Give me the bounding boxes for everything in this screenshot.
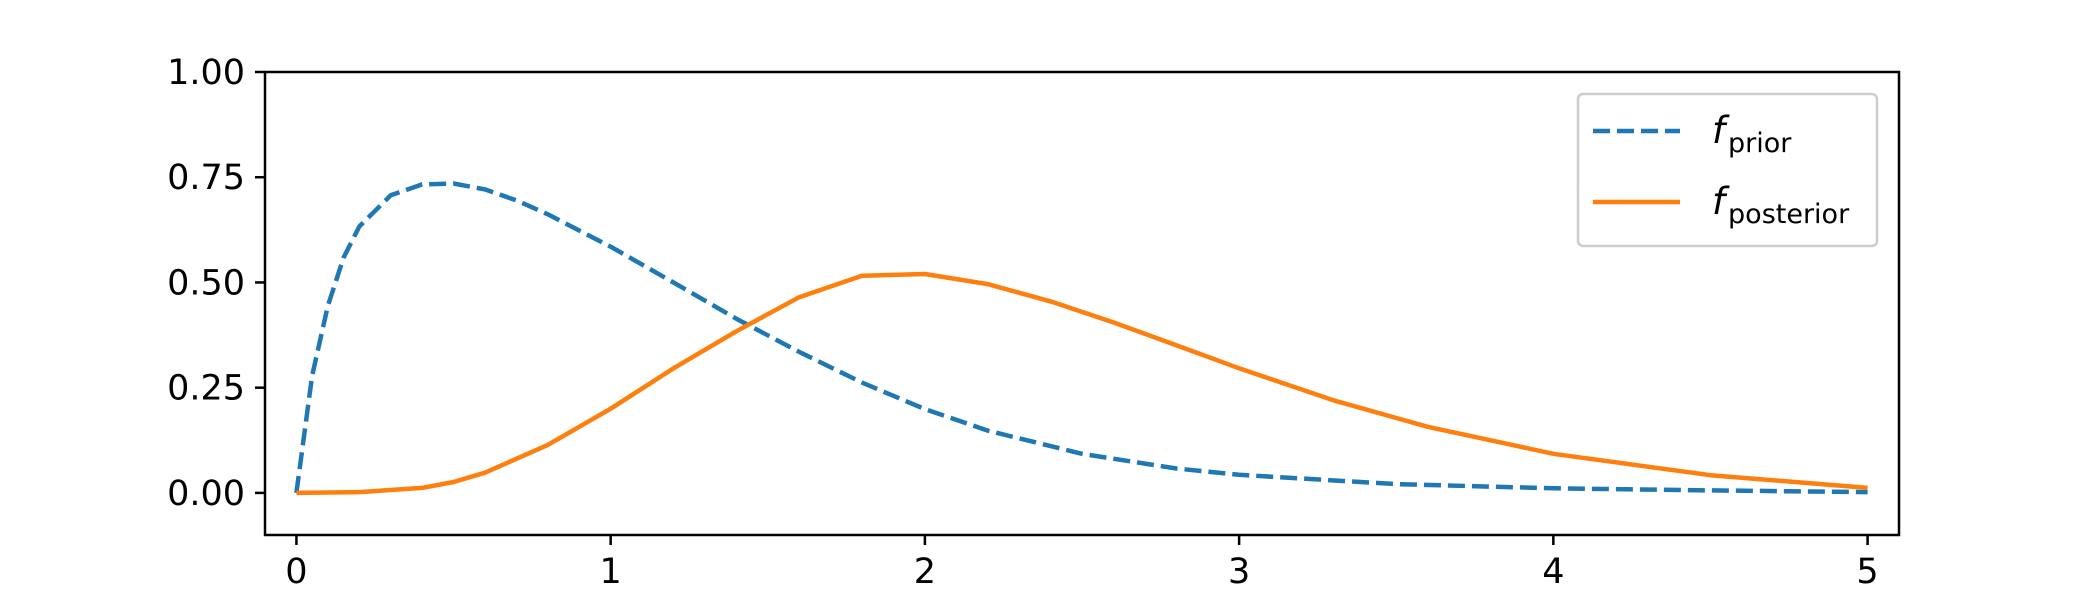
- y-tick-label: 0.75: [167, 158, 245, 198]
- series-lines: [294, 181, 1868, 496]
- x-axis: 0 1 2 3 4 5: [285, 535, 1879, 592]
- y-axis: 0.00 0.25 0.50 0.75 1.00: [167, 53, 265, 514]
- x-tick-label: 5: [1856, 552, 1878, 592]
- series-line-prior: [294, 181, 1868, 495]
- y-tick-label: 0.50: [167, 263, 245, 303]
- x-tick-label: 4: [1542, 552, 1564, 592]
- x-tick-label: 2: [914, 552, 936, 592]
- y-tick-label: 0.25: [167, 369, 245, 409]
- x-tick-label: 0: [285, 552, 307, 592]
- plot-frame: [263, 70, 1901, 537]
- legend-label-posterior: f posterior: [1712, 180, 1850, 230]
- x-tick-label: 3: [1228, 552, 1250, 592]
- y-tick-label: 1.00: [167, 53, 245, 93]
- series-line-posterior: [296, 271, 1868, 496]
- x-tick-label: 1: [600, 552, 622, 592]
- y-tick-label: 0.00: [167, 474, 245, 514]
- legend: f prior f posterior: [1576, 92, 1879, 248]
